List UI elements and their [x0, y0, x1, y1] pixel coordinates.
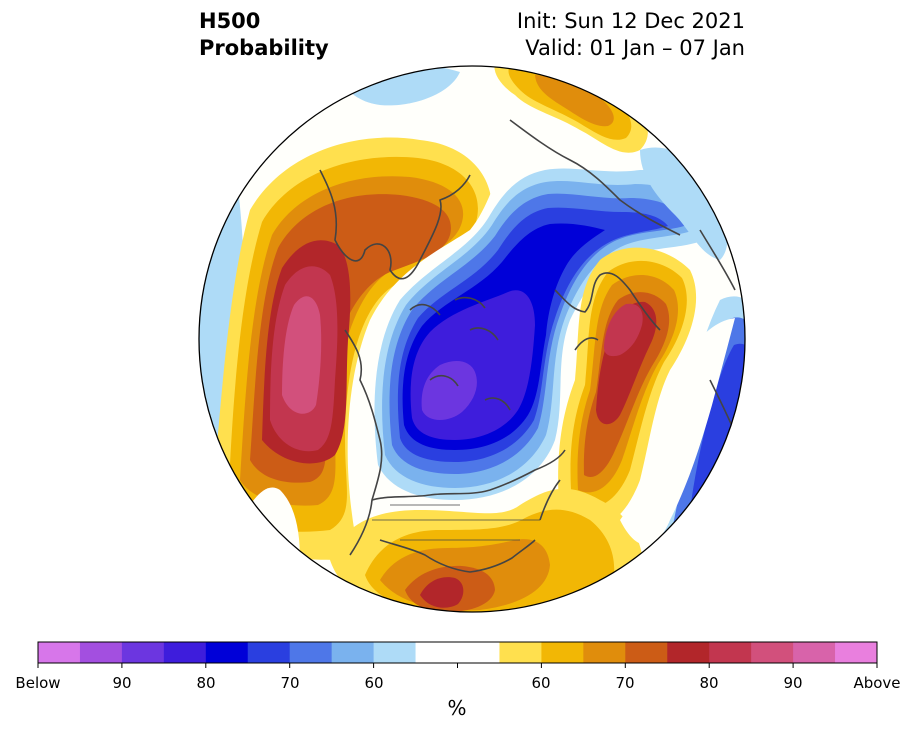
- tick-label: 60: [531, 674, 551, 692]
- tick-label: 80: [196, 674, 216, 692]
- product-title: Probability: [199, 36, 329, 60]
- colorbar-swatch: [205, 642, 249, 663]
- tick-label: 90: [783, 674, 803, 692]
- colorbar-swatch: [373, 642, 417, 663]
- colorbar-swatch: [499, 642, 542, 663]
- colorbar-swatch: [793, 642, 836, 663]
- colorbar-swatch: [541, 642, 584, 663]
- coastlines: [319, 119, 739, 573]
- colorbar-swatch: [38, 642, 81, 663]
- colorbar-swatch: [415, 642, 458, 663]
- anomaly-field: [199, 66, 745, 612]
- valid-period: Valid: 01 Jan – 07 Jan: [525, 36, 745, 60]
- colorbar-swatch: [331, 642, 375, 663]
- tick-label: 70: [615, 674, 635, 692]
- colorbar-swatch: [667, 642, 710, 663]
- colorbar-swatch: [247, 642, 291, 663]
- colorbar-swatch: [709, 642, 752, 663]
- colorbar-swatch: [751, 642, 794, 663]
- colorbar-swatch: [583, 642, 626, 663]
- init-time: Init: Sun 12 Dec 2021: [516, 9, 745, 33]
- variable-title: H500: [199, 9, 261, 33]
- colorbar-swatch: [163, 642, 207, 663]
- tick-label: Above: [853, 674, 901, 692]
- tick-label: 80: [699, 674, 719, 692]
- colorbar-swatch: [289, 642, 333, 663]
- title-block-left: H500 Probability: [199, 8, 329, 62]
- colorbar-swatch: [625, 642, 668, 663]
- title-block-right: Init: Sun 12 Dec 2021 Valid: 01 Jan – 07…: [517, 8, 745, 62]
- colorbar-swatch: [121, 642, 165, 663]
- colorbar-swatch: [79, 642, 123, 663]
- colorbar: [37, 641, 878, 668]
- tick-label: 90: [112, 674, 132, 692]
- colorbar-swatch: [457, 642, 500, 663]
- tick-label: Below: [15, 674, 61, 692]
- tick-label: 60: [364, 674, 384, 692]
- colorbar-units: %: [447, 696, 467, 720]
- colorbar-swatch: [835, 642, 878, 663]
- tick-label: 70: [280, 674, 300, 692]
